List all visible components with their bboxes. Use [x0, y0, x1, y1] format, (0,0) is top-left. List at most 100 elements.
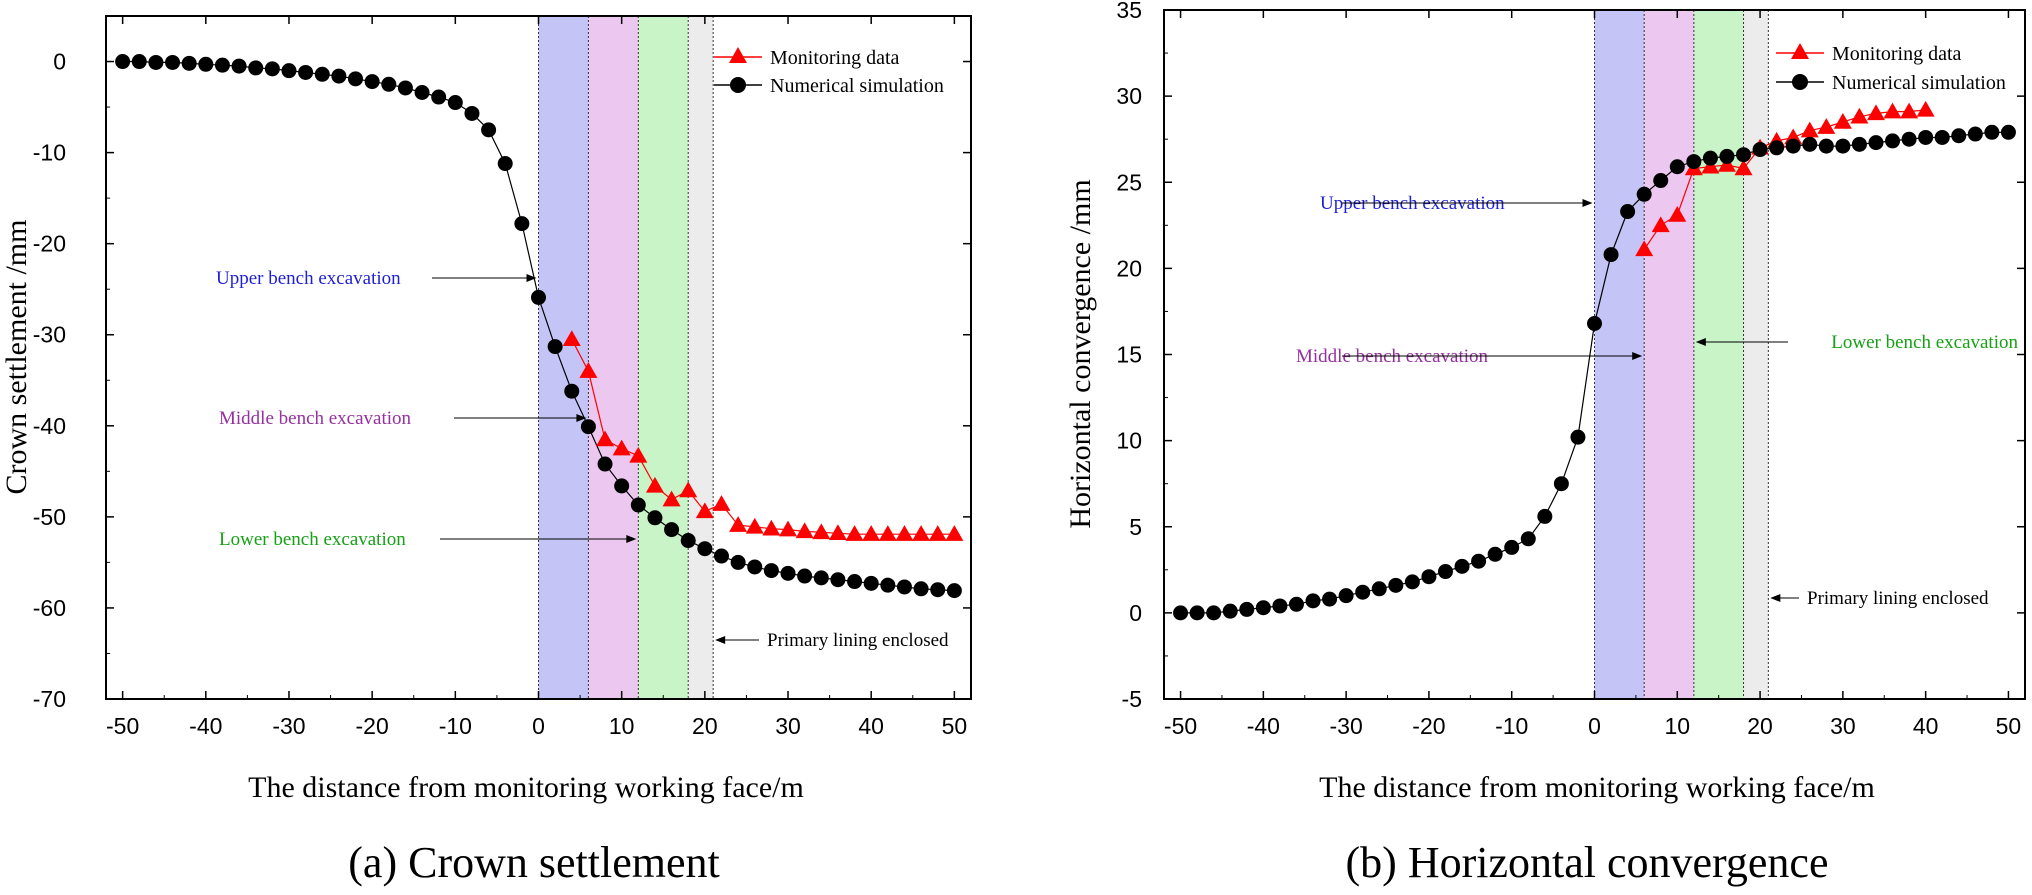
- band-upper: [538, 16, 589, 699]
- simulation-point: [580, 419, 596, 435]
- simulation-point: [880, 577, 896, 593]
- simulation-point: [946, 583, 962, 599]
- monitoring-point: [762, 519, 781, 536]
- annotation-primary-lining-enclosed: Primary lining enclosed: [767, 630, 949, 651]
- simulation-point: [1520, 531, 1536, 547]
- simulation-point: [2000, 124, 2016, 140]
- simulation-point: [1918, 129, 1934, 145]
- simulation-point: [348, 71, 364, 87]
- y-tick-label: -70: [33, 686, 66, 712]
- simulation-point: [1752, 142, 1768, 158]
- monitoring-point: [629, 446, 648, 463]
- simulation-point: [896, 579, 912, 595]
- annotation-middle-bench-excavation: Middle bench excavation: [219, 408, 412, 429]
- annotation-arrow-head: [1695, 338, 1706, 346]
- simulation-point: [1934, 129, 1950, 145]
- x-tick-label: 30: [1830, 713, 1856, 739]
- y-tick-label: 20: [1116, 255, 1142, 281]
- simulation-point: [1553, 476, 1569, 492]
- simulation-point: [1901, 131, 1917, 147]
- y-tick-label: -30: [33, 322, 66, 348]
- band-middle: [588, 16, 639, 699]
- simulation-point: [1371, 581, 1387, 597]
- monitoring-point: [579, 362, 598, 378]
- monitoring-point: [945, 525, 964, 541]
- legend-marker-simulation: [730, 77, 746, 93]
- monitoring-point: [928, 525, 947, 541]
- simulation-point: [1967, 126, 1983, 142]
- simulation-point: [1702, 150, 1718, 166]
- simulation-point: [414, 84, 430, 100]
- legend-label-monitoring: Monitoring data: [770, 47, 900, 69]
- simulation-point: [1338, 588, 1354, 604]
- x-tick-label: -50: [1164, 713, 1197, 739]
- band-lower: [638, 16, 689, 699]
- simulation-point: [1239, 601, 1255, 617]
- x-axis-title: The distance from monitoring working fac…: [1319, 771, 1875, 804]
- simulation-point: [115, 54, 131, 70]
- y-tick-label: 5: [1129, 514, 1142, 540]
- x-tick-label: 50: [942, 713, 968, 739]
- simulation-point: [1222, 603, 1238, 619]
- x-tick-label: 50: [1996, 713, 2022, 739]
- horizontal-convergence-chart: -50 -40 -30 -20 -10 0 10 20 30 40 50-5051015202530…: [1064, 0, 2026, 887]
- simulation-point: [697, 541, 713, 557]
- legend-marker-monitoring: [729, 47, 747, 63]
- simulation-point: [680, 533, 696, 549]
- simulation-point: [181, 55, 197, 71]
- simulation-point: [1769, 140, 1785, 156]
- simulation-point: [298, 64, 314, 80]
- simulation-point: [1785, 138, 1801, 154]
- simulation-point: [1454, 558, 1470, 574]
- simulation-point: [431, 89, 447, 105]
- simulation-point: [1603, 247, 1619, 263]
- annotation-arrow-head: [1582, 199, 1593, 207]
- simulation-point: [547, 339, 563, 355]
- simulation-point: [1570, 429, 1586, 445]
- x-tick-label: -50: [106, 713, 139, 739]
- monitoring-point: [645, 476, 664, 493]
- simulation-point: [630, 497, 646, 513]
- x-tick-label: 10: [609, 713, 635, 739]
- x-tick-label: 40: [858, 713, 884, 739]
- x-tick-label: 20: [692, 713, 718, 739]
- simulation-point: [664, 522, 680, 538]
- simulation-point: [1587, 315, 1602, 331]
- legend-label-simulation: Numerical simulation: [770, 75, 944, 97]
- x-tick-label: -30: [272, 713, 305, 739]
- monitoring-point: [662, 490, 681, 507]
- y-tick-label: -60: [33, 595, 66, 621]
- simulation-point: [1686, 154, 1702, 170]
- simulation-point: [1620, 204, 1636, 220]
- simulation-point: [1736, 147, 1752, 163]
- annotation-lower-bench-excavation: Lower bench excavation: [1831, 332, 2018, 353]
- monitoring-point: [712, 495, 731, 511]
- simulation-point: [1719, 148, 1735, 164]
- simulation-point: [1487, 546, 1503, 562]
- x-tick-label: -30: [1330, 713, 1363, 739]
- y-tick-label: 0: [53, 49, 66, 75]
- simulation-point: [248, 60, 264, 76]
- simulation-point: [481, 122, 497, 138]
- simulation-point: [1537, 508, 1553, 524]
- annotation-arrow-head: [1632, 352, 1643, 360]
- y-axis-title: Crown settlement /mm: [0, 220, 33, 495]
- y-axis-title: Horizontal convergence /mm: [1064, 179, 1097, 528]
- simulation-point: [231, 58, 247, 74]
- y-tick-label: 25: [1116, 169, 1142, 195]
- x-axis-title: The distance from monitoring working fac…: [248, 771, 804, 804]
- simulation-point: [264, 61, 280, 77]
- simulation-point: [165, 54, 181, 70]
- simulation-point: [1322, 591, 1338, 607]
- annotation-arrow-head: [626, 535, 637, 543]
- simulation-point: [1951, 128, 1967, 144]
- simulation-point: [281, 63, 297, 79]
- simulation-point: [331, 68, 347, 84]
- crown-settlement-chart: -50 -40 -30 -20 -10 0 10 20 30 40 50 0 -10 -20 -30 -40 -…: [0, 15, 972, 887]
- simulation-point: [763, 563, 779, 579]
- y-tick-label: -20: [33, 231, 66, 257]
- simulation-point: [1636, 186, 1652, 202]
- simulation-point: [1355, 584, 1371, 600]
- simulation-point: [1421, 569, 1437, 585]
- y-tick-label: -10: [33, 140, 66, 166]
